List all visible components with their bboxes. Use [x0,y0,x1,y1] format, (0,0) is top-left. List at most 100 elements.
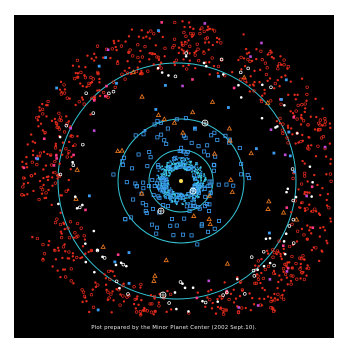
kuiper-object [208,298,212,302]
kuiper-object [272,250,276,255]
kuiper-object [291,133,294,136]
plutino-object [58,135,62,139]
comet-square [231,183,236,188]
kuiper-object [114,45,117,49]
kuiper-object [203,41,207,44]
kuiper-object [81,84,84,88]
kuiper-object [187,63,190,67]
inner-belt-dot [196,162,198,164]
comet-filled [280,98,283,101]
kuiper-object [81,300,84,304]
inner-belt-dot [172,196,174,199]
kuiper-object [139,313,143,317]
kuiper-object [56,177,59,180]
kuiper-object [77,65,81,68]
kuiper-object [219,307,222,310]
kuiper-object [204,37,208,41]
centaur-triangle [139,190,145,196]
kuiper-object [58,88,62,91]
comet-square [166,204,171,209]
comet-square [179,145,184,150]
kuiper-object [248,84,251,87]
kuiper-object [60,194,64,197]
inner-belt-dot [195,182,197,185]
comet-square [183,116,188,121]
scattered-object [285,206,289,209]
kuiper-object [188,44,192,48]
kuiper-object [119,293,122,296]
kuiper-object [61,256,64,260]
kuiper-object [54,120,57,124]
kuiper-object [209,288,213,292]
comet-filled [127,281,131,285]
comet-square [196,190,201,195]
kuiper-object [106,290,110,294]
kuiper-object [277,250,280,254]
centaur-triangle [226,125,233,131]
kuiper-object [323,116,327,121]
kuiper-object [193,51,196,54]
inner-belt-dot [181,157,183,160]
plutino-object [282,240,286,243]
kuiper-object [221,307,225,312]
inner-belt-dot [198,176,201,178]
comet-square [212,130,217,135]
kuiper-object [301,119,306,123]
inner-belt-dot [160,178,162,180]
comet-square [209,133,214,138]
kuiper-object [59,235,64,240]
kuiper-object [280,257,284,261]
kuiper-object [187,39,190,42]
kuiper-object [300,271,304,275]
centaur-triangle [224,260,231,266]
inner-belt-dot [200,175,203,177]
inner-belt-dot [180,160,183,162]
inner-belt-dot [175,167,177,169]
kuiper-object [272,269,276,273]
comet-square [199,223,204,228]
kuiper-object [54,258,58,261]
plutino-object [64,123,69,128]
kuiper-object [296,93,299,97]
kuiper-object [186,49,189,53]
comet-square [160,175,165,180]
kuiper-object [53,248,56,252]
kuiper-object [42,168,45,171]
kuiper-object [31,153,35,157]
comet-square [145,164,150,169]
inner-belt-dot [170,169,173,172]
kuiper-object [65,96,69,100]
inner-belt-dot [171,200,174,202]
inner-belt-dot [205,178,207,181]
comet-square [167,165,172,170]
comet-square [154,181,159,186]
kuiper-object [109,56,112,60]
comet-filled [193,126,196,130]
inner-belt-dot [204,177,207,179]
kuiper-object [127,51,130,54]
plutino-object [73,195,77,199]
kuiper-object [211,301,214,305]
inner-belt-dot [195,195,198,198]
inner-belt-dot [163,195,165,197]
kuiper-object [110,311,113,314]
kuiper-object [299,206,302,209]
inner-belt-dot [184,168,186,171]
kuiper-object [89,75,93,80]
inner-belt-dot [174,164,177,166]
kuiper-object [196,291,200,294]
centaur-triangle [100,243,106,249]
kuiper-object [299,123,303,126]
kuiper-object [324,155,328,158]
inner-belt-dot [186,193,189,196]
inner-belt-dot [191,193,194,196]
scattered-object [269,128,273,132]
kuiper-object [329,217,332,220]
kuiper-object [321,107,324,110]
plutino-object [167,74,170,77]
kuiper-object [125,71,130,75]
kuiper-object [295,277,299,281]
inner-belt-dot [164,166,167,168]
kuiper-object [53,170,57,175]
inner-belt-dot [203,175,206,177]
